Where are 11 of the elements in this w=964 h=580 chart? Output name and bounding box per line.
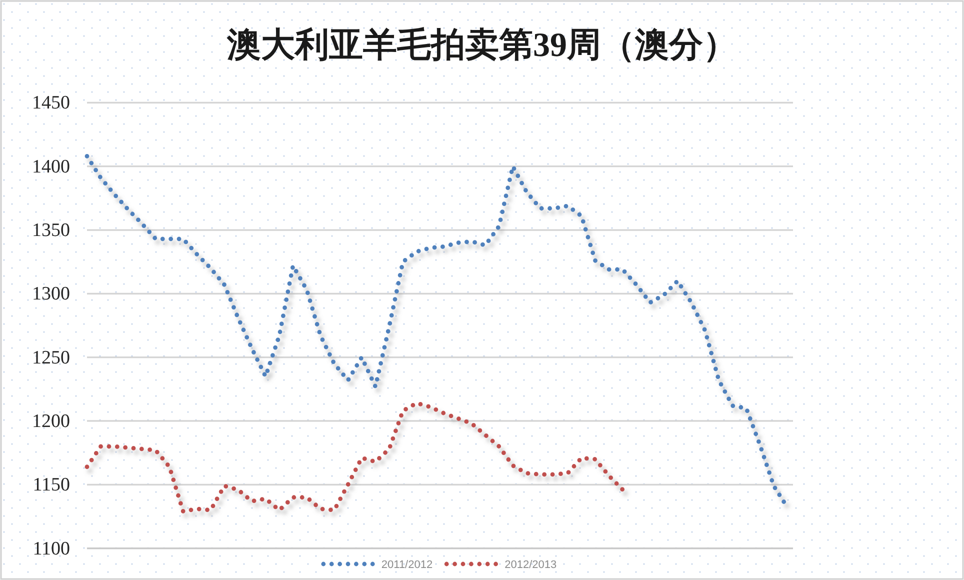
title: 澳大利亚羊毛拍卖第39周（澳分） [227,27,737,64]
y-tick-label: 1350 [32,220,70,242]
legend-label: 2012/2013 [504,559,557,571]
y-tick-label: 1100 [32,538,70,560]
y-tick-label: 1300 [32,284,70,305]
legend-label: 2011/2012 [381,559,433,571]
y-tick-label: 1200 [32,410,70,432]
y-tick-label: 1400 [32,156,70,178]
y-tick-label: 1250 [32,347,70,368]
y-tick-label: 1150 [32,474,70,496]
y-tick-label: 1450 [32,92,70,114]
